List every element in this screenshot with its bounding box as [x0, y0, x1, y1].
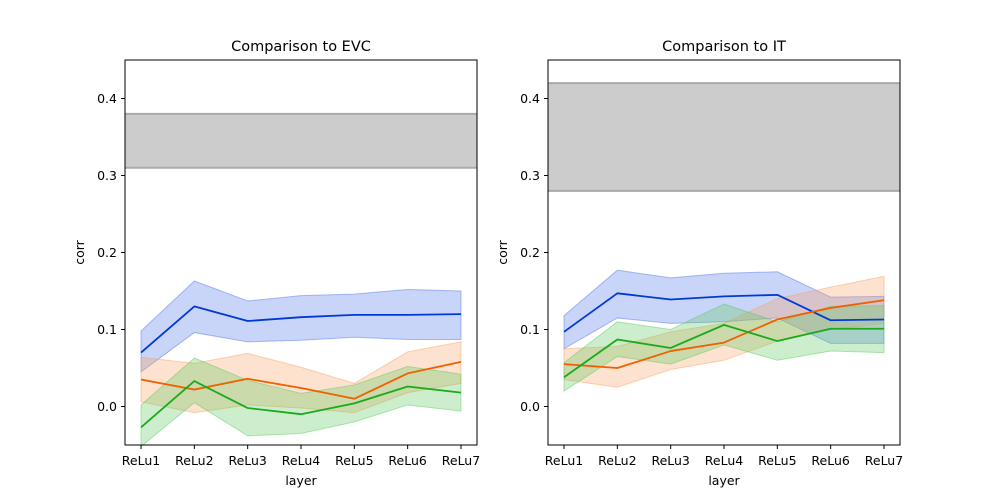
chart-evc-xlabel: layer [285, 473, 317, 488]
chart-evc-xtick-label: ReLu3 [228, 453, 266, 468]
chart-it-title: Comparison to IT [662, 39, 786, 55]
chart-evc-series-3-line [140, 380, 462, 428]
chart-evc-xtick-label: ReLu5 [335, 453, 373, 468]
chart-it-ytick-label: 0.2 [520, 245, 540, 260]
chart-it-ytick-label: 0.0 [520, 399, 540, 414]
chart-it-xtick-label: ReLu1 [545, 453, 583, 468]
chart-evc-series-1-line [140, 305, 461, 354]
chart-evc-xtick-label: ReLu7 [442, 453, 480, 468]
chart-it-series-2-line [563, 299, 885, 369]
chart-evc-series-3-confidence-band [140, 357, 462, 448]
chart-evc-ytick-label: 0.4 [97, 91, 117, 106]
chart-it-series-3-confidence-band [563, 303, 885, 393]
chart-evc-ytick-label: 0.2 [97, 245, 117, 260]
chart-it-xtick-label: ReLu5 [758, 453, 796, 468]
chart-it-ytick-label: 0.1 [520, 322, 540, 337]
chart-evc-ylabel: corr [72, 239, 87, 264]
chart-it-ytick-label: 0.4 [520, 91, 540, 106]
chart-it-ytick-label: 0.3 [520, 168, 540, 183]
chart-evc-series-2-line [140, 360, 462, 400]
chart-it-series-3-line [563, 323, 884, 378]
chart-it-xlabel: layer [708, 473, 740, 488]
chart-it-series-1-confidence-band [563, 269, 885, 350]
chart-evc-xtick-label: ReLu1 [122, 453, 160, 468]
chart-evc-xtick-label: ReLu2 [175, 453, 213, 468]
chart-evc-ytick-label: 0.1 [97, 322, 117, 337]
chart-evc-xtick-label: ReLu4 [282, 453, 320, 468]
chart-it-xtick-label: ReLu2 [598, 453, 636, 468]
chart-it-ylabel: corr [495, 239, 510, 264]
chart-panel-it: 0.0 0.1 0.2 0.3 0.4 ReLu1 ReLu2 ReLu3 ReLu4 ReLu5… [495, 39, 903, 488]
chart-evc-ytick-label: 0.3 [97, 168, 117, 183]
chart-it-xtick-label: ReLu6 [811, 453, 849, 468]
chart-evc-ceiling-band [125, 113, 477, 168]
chart-evc-title: Comparison to EVC [231, 39, 371, 55]
chart-evc-xtick-label: ReLu6 [388, 453, 426, 468]
chart-evc-series-1-confidence-band [140, 280, 462, 373]
chart-it-series-1-line [563, 292, 884, 333]
chart-evc-ytick-label: 0.0 [97, 399, 117, 414]
chart-it-xtick-label: ReLu4 [705, 453, 743, 468]
chart-it-ceiling-band [548, 83, 900, 191]
chart-it-xtick-label: ReLu7 [865, 453, 903, 468]
chart-it-xtick-label: ReLu3 [651, 453, 689, 468]
chart-panel-evc: 0.0 0.1 0.2 0.3 0.4 ReLu1 ReLu2 ReLu3 ReLu4 ReLu5… [72, 39, 480, 488]
